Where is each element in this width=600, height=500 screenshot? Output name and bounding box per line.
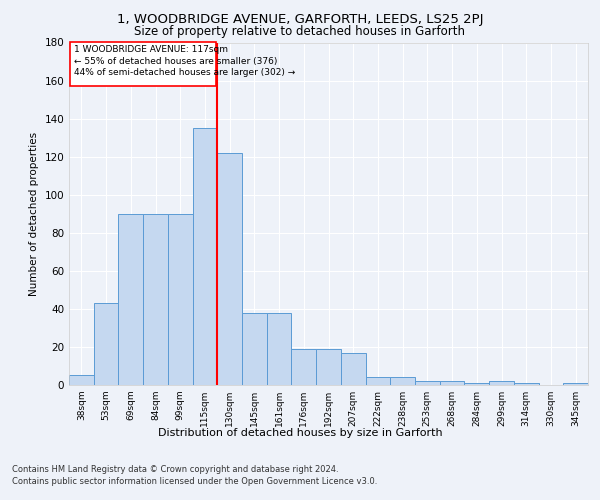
- Bar: [316, 349, 341, 385]
- Text: Size of property relative to detached houses in Garforth: Size of property relative to detached ho…: [134, 25, 466, 38]
- Bar: [118, 214, 143, 385]
- Bar: [390, 378, 415, 385]
- Bar: [514, 383, 539, 385]
- Text: 1 WOODBRIDGE AVENUE: 117sqm: 1 WOODBRIDGE AVENUE: 117sqm: [74, 46, 228, 54]
- Bar: [267, 312, 292, 385]
- Bar: [193, 128, 217, 385]
- Bar: [489, 381, 514, 385]
- Bar: [217, 153, 242, 385]
- Bar: [70, 42, 216, 86]
- Bar: [168, 214, 193, 385]
- Text: Contains public sector information licensed under the Open Government Licence v3: Contains public sector information licen…: [12, 476, 377, 486]
- Text: ← 55% of detached houses are smaller (376): ← 55% of detached houses are smaller (37…: [74, 57, 277, 66]
- Bar: [365, 378, 390, 385]
- Y-axis label: Number of detached properties: Number of detached properties: [29, 132, 39, 296]
- Bar: [563, 383, 588, 385]
- Bar: [69, 376, 94, 385]
- Text: Contains HM Land Registry data © Crown copyright and database right 2024.: Contains HM Land Registry data © Crown c…: [12, 466, 338, 474]
- Text: 44% of semi-detached houses are larger (302) →: 44% of semi-detached houses are larger (…: [74, 68, 295, 77]
- Bar: [94, 303, 118, 385]
- Bar: [415, 381, 440, 385]
- Text: Distribution of detached houses by size in Garforth: Distribution of detached houses by size …: [158, 428, 442, 438]
- Bar: [464, 383, 489, 385]
- Bar: [440, 381, 464, 385]
- Bar: [341, 352, 365, 385]
- Bar: [292, 349, 316, 385]
- Text: 1, WOODBRIDGE AVENUE, GARFORTH, LEEDS, LS25 2PJ: 1, WOODBRIDGE AVENUE, GARFORTH, LEEDS, L…: [117, 12, 483, 26]
- Bar: [242, 312, 267, 385]
- Bar: [143, 214, 168, 385]
